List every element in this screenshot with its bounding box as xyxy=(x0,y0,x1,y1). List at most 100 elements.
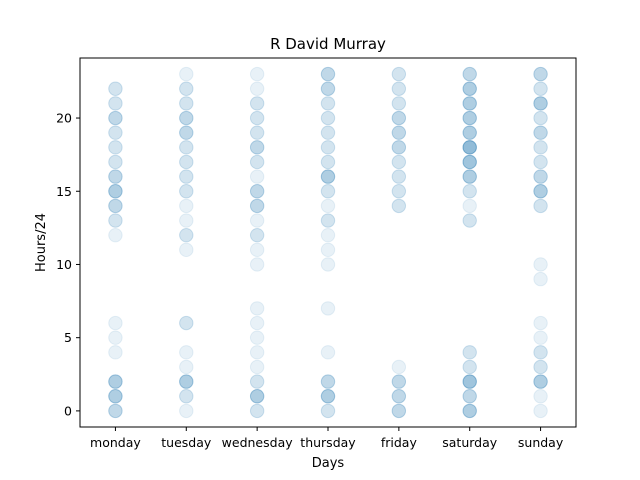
data-point xyxy=(320,257,336,272)
data-point xyxy=(320,198,336,214)
x-tick-label: friday xyxy=(381,435,418,450)
data-point xyxy=(462,213,477,228)
y-tick-label: 5 xyxy=(64,330,72,345)
data-point xyxy=(462,96,477,111)
data-point xyxy=(179,315,194,331)
data-point xyxy=(462,359,477,375)
data-point xyxy=(108,389,123,404)
x-tick-label: wednesday xyxy=(222,435,294,450)
data-point xyxy=(179,110,194,126)
data-point xyxy=(462,184,477,199)
data-point xyxy=(320,389,336,404)
data-point xyxy=(179,110,194,126)
data-point xyxy=(462,389,477,404)
data-point xyxy=(179,110,194,126)
data-point xyxy=(533,140,548,155)
data-point xyxy=(533,125,548,140)
data-point xyxy=(462,389,477,404)
data-point xyxy=(249,242,265,258)
data-point xyxy=(533,125,548,140)
data-point xyxy=(249,184,265,199)
data-point xyxy=(533,96,548,111)
data-point xyxy=(249,154,265,170)
data-point xyxy=(462,96,477,111)
data-point xyxy=(179,81,194,96)
data-point xyxy=(320,81,336,96)
data-point xyxy=(249,140,265,155)
data-point xyxy=(249,96,265,111)
data-point xyxy=(391,154,407,170)
data-point xyxy=(391,374,407,389)
data-point xyxy=(320,66,336,82)
data-point xyxy=(462,140,477,155)
data-point xyxy=(320,154,336,170)
data-point xyxy=(533,169,548,184)
data-point xyxy=(320,169,336,184)
data-point xyxy=(462,345,477,360)
x-axis-title: Days xyxy=(312,456,345,471)
data-point xyxy=(391,81,407,96)
data-point xyxy=(533,359,548,375)
x-tick-label: sunday xyxy=(518,435,564,450)
data-point xyxy=(108,169,123,184)
data-point xyxy=(320,403,336,419)
data-point xyxy=(249,198,265,214)
data-point xyxy=(108,110,123,126)
y-tick-label: 15 xyxy=(56,184,72,199)
data-point xyxy=(462,125,477,140)
data-point xyxy=(533,389,548,404)
data-point xyxy=(533,140,548,155)
data-point xyxy=(179,403,194,419)
data-point xyxy=(249,110,265,126)
data-point xyxy=(462,140,477,155)
data-point xyxy=(108,403,123,419)
data-point xyxy=(533,96,548,111)
data-point xyxy=(533,198,548,214)
data-point xyxy=(249,389,265,404)
data-point xyxy=(462,154,477,170)
data-point xyxy=(249,140,265,155)
data-point xyxy=(462,169,477,184)
data-point xyxy=(320,169,336,184)
data-point xyxy=(249,140,265,155)
data-point xyxy=(533,96,548,111)
data-point xyxy=(533,374,548,389)
data-point xyxy=(462,198,477,214)
data-point xyxy=(320,389,336,404)
data-point xyxy=(179,96,194,111)
data-point xyxy=(533,81,548,96)
data-point xyxy=(462,110,477,126)
data-point xyxy=(320,374,336,389)
data-point xyxy=(108,374,123,389)
data-point xyxy=(108,389,123,404)
data-point xyxy=(391,110,407,126)
data-point xyxy=(249,125,265,140)
x-tick-label: thursday xyxy=(300,435,356,450)
data-point xyxy=(249,359,265,375)
data-point xyxy=(108,169,123,184)
data-point xyxy=(108,315,123,331)
data-point xyxy=(391,81,407,96)
data-point xyxy=(249,301,265,316)
data-point xyxy=(462,154,477,170)
data-point xyxy=(391,184,407,199)
data-point xyxy=(533,184,548,199)
data-point xyxy=(533,359,548,375)
data-point xyxy=(179,154,194,170)
data-point xyxy=(462,345,477,360)
data-point xyxy=(320,227,336,243)
data-point xyxy=(533,345,548,360)
data-point xyxy=(391,169,407,184)
data-point xyxy=(179,169,194,184)
data-point xyxy=(249,330,265,345)
data-point xyxy=(391,125,407,140)
x-axis-ticks: monday tuesday wednesday thursday friday satu… xyxy=(90,427,564,450)
data-point xyxy=(249,403,265,419)
data-point xyxy=(391,374,407,389)
data-point xyxy=(391,389,407,404)
data-point xyxy=(249,374,265,389)
data-point xyxy=(249,110,265,126)
data-point xyxy=(108,96,123,111)
data-point xyxy=(179,125,194,140)
data-point xyxy=(533,154,548,170)
